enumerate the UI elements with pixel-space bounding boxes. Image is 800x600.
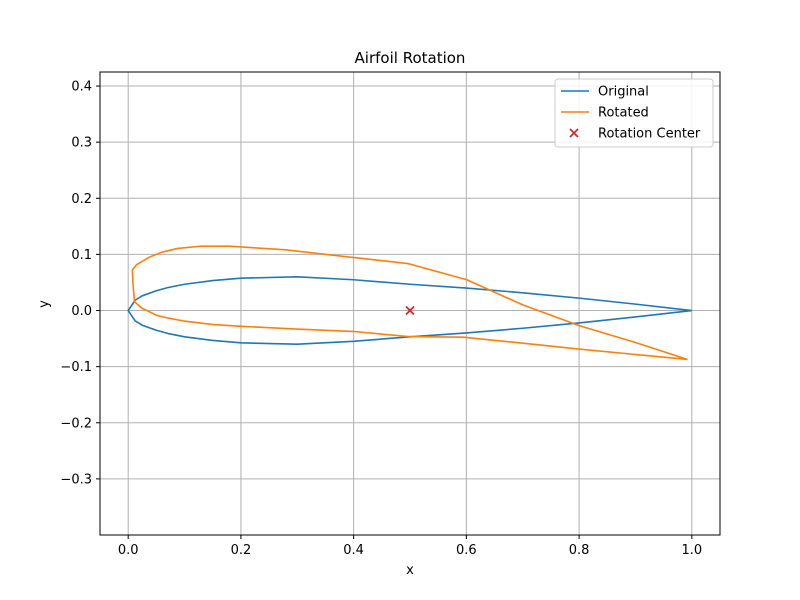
axes-frame xyxy=(99,71,721,536)
x-tick-label: 0.4 xyxy=(343,543,364,558)
ticks: 0.0 0.2 0.4 0.6 0.8 1.0 −0.3 −0.2 −0.1 0.0 0.1 0.2 0… xyxy=(60,80,702,558)
legend-swatch-rotation-center xyxy=(569,128,579,138)
y-tick-label: −0.1 xyxy=(60,360,92,375)
plot-area xyxy=(127,245,692,361)
y-tick-label: −0.2 xyxy=(60,416,92,431)
y-tick-label: −0.3 xyxy=(60,472,92,487)
legend-label: Rotated xyxy=(598,106,649,121)
y-tick-label: 0.2 xyxy=(71,192,92,207)
x-tick-label: 0.8 xyxy=(569,543,590,558)
y-tick-label: 0.1 xyxy=(71,248,92,263)
series-line-rotated xyxy=(131,245,688,361)
y-tick-label: 0.0 xyxy=(71,304,92,319)
rotation-center-marker xyxy=(405,305,415,316)
legend: Original Rotated Rotation Center xyxy=(554,78,714,148)
legend-label: Rotation Center xyxy=(598,127,701,142)
legend-label: Original xyxy=(598,85,649,100)
chart-title: Airfoil Rotation xyxy=(355,49,466,67)
x-tick-label: 0.6 xyxy=(456,543,477,558)
y-axis-label: y xyxy=(37,300,52,308)
x-axis-label: x xyxy=(406,563,414,578)
legend-box xyxy=(554,78,714,148)
y-tick-label: 0.4 xyxy=(71,80,92,95)
x-tick-label: 1.0 xyxy=(681,543,702,558)
x-tick-label: 0.2 xyxy=(231,543,252,558)
x-tick-label: 0.0 xyxy=(118,543,139,558)
y-tick-label: 0.3 xyxy=(71,136,92,151)
